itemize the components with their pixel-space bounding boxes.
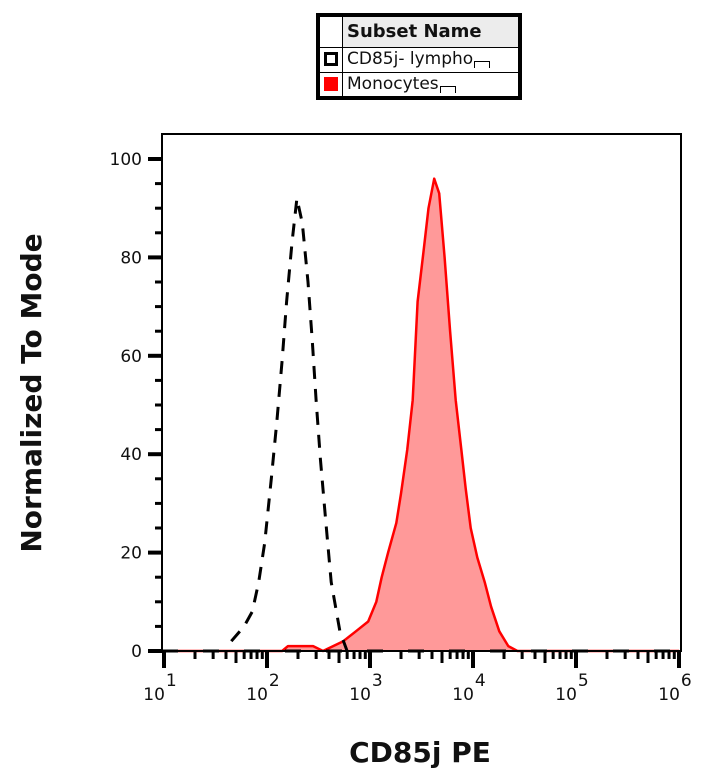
monocytes-fill-area bbox=[162, 178, 681, 651]
solid-red-swatch-icon bbox=[324, 76, 338, 91]
legend-table: Subset Name CD85j- lympho Monocytes bbox=[316, 13, 522, 100]
x-tick-label: 105 bbox=[555, 671, 588, 705]
legend-header-swatch-cell bbox=[319, 16, 343, 48]
y-axis: 0 20 40 60 80 100 bbox=[110, 150, 162, 662]
series-layer bbox=[162, 177, 681, 653]
x-axis-title: CD85j PE bbox=[349, 736, 491, 769]
x-tick-label: 103 bbox=[349, 671, 382, 705]
y-tick-label: 0 bbox=[131, 642, 142, 662]
y-tick-label: 40 bbox=[120, 445, 142, 465]
legend-swatch-cell bbox=[319, 47, 343, 73]
legend-label: CD85j- lympho bbox=[347, 49, 474, 70]
truncation-marker-icon bbox=[439, 85, 456, 93]
legend-swatch-cell bbox=[319, 71, 343, 97]
legend-header: Subset Name bbox=[342, 16, 519, 48]
truncation-marker-icon bbox=[474, 61, 491, 69]
lympho-dashed-curve bbox=[230, 196, 349, 652]
y-axis-title: Normalized To Mode bbox=[15, 233, 48, 552]
x-tick-label: 104 bbox=[452, 671, 485, 705]
x-tick-label: 102 bbox=[246, 671, 279, 705]
x-axis: 101 102 103 104 105 106 bbox=[143, 651, 692, 705]
y-tick-label: 60 bbox=[120, 347, 142, 367]
y-tick-label: 80 bbox=[120, 248, 142, 268]
legend-item-lympho[interactable]: CD85j- lympho bbox=[342, 47, 519, 73]
legend-item-monocytes[interactable]: Monocytes bbox=[342, 71, 519, 97]
monocytes-curve bbox=[164, 177, 679, 653]
legend-label: Monocytes bbox=[347, 73, 439, 94]
hollow-square-swatch-icon bbox=[324, 52, 338, 67]
y-tick-label: 100 bbox=[110, 150, 142, 170]
y-tick-label: 20 bbox=[120, 544, 142, 564]
x-tick-label: 106 bbox=[658, 671, 691, 705]
x-tick-label: 101 bbox=[143, 671, 176, 705]
